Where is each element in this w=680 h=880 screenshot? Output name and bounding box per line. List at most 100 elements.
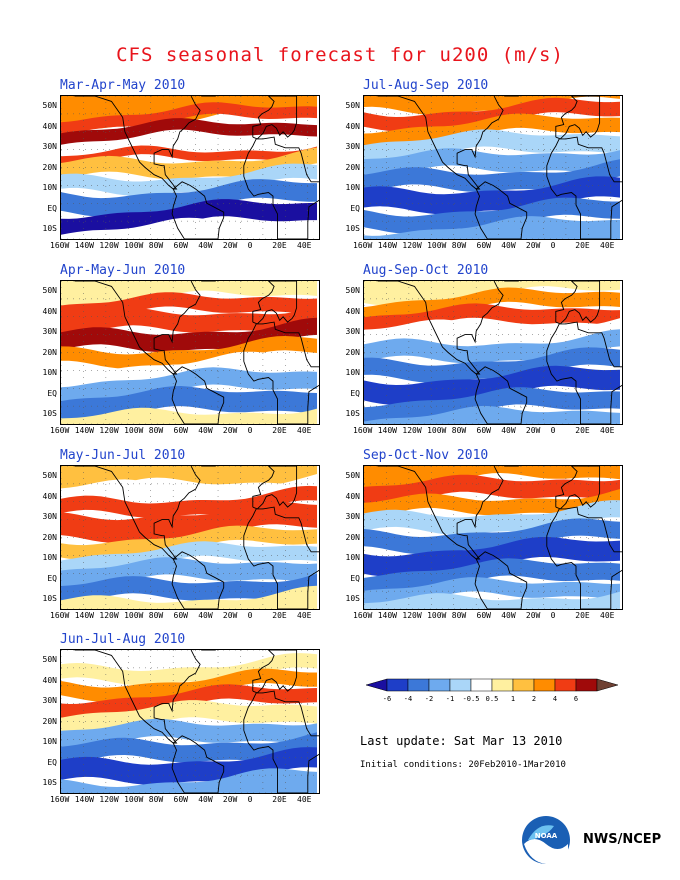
colorbar-label: 4 [553,695,557,703]
wind-band [364,148,620,177]
colorbar-swatch [533,678,556,692]
lon-label: 0 [247,611,253,620]
lat-label: 20N [42,347,57,357]
lon-label: 0 [247,241,253,250]
lon-label: 140W [377,611,397,620]
lon-label: 40W [198,241,213,250]
lon-label: 100W [427,611,447,620]
shaded-field [364,96,622,239]
lon-label: 40W [501,611,516,620]
lon-label: 120W [402,426,422,435]
lat-label: 50N [42,101,57,110]
lon-label: 80W [148,241,164,250]
lon-label: 60W [476,426,491,435]
lat-label: 30N [345,327,360,336]
wind-band [364,318,620,347]
lon-label: 140W [74,795,94,804]
lon-label: 40E [600,241,615,250]
lon-label: 80W [451,611,467,620]
lon-label: 20W [222,795,238,804]
lon-label: 40W [198,426,213,435]
lat-label: 50N [42,471,57,480]
lat-label: EQ [47,203,57,213]
lat-label: 20N [345,162,360,172]
lon-label: 140W [74,426,94,435]
wind-band [61,305,317,336]
lon-label: 20E [575,611,590,620]
colorbar-swatch [512,678,535,692]
colorbar-label: -1 [446,695,454,703]
panel-title: May-Jun-Jul 2010 [60,448,186,463]
shaded-field [61,281,319,424]
lat-label: EQ [350,573,360,583]
lon-label: 120W [99,795,119,804]
lon-label: 160W [50,241,70,250]
lat-label: 30N [42,327,57,336]
lat-label: 10N [42,553,57,562]
coastline [74,650,319,793]
wind-band [61,179,317,217]
lon-label: 60W [173,795,188,804]
coastline [377,281,622,424]
wind-band [61,501,317,543]
lon-label: 40E [600,426,615,435]
colorbar-label: 0.5 [486,695,499,703]
coastline [74,96,319,239]
lat-label: EQ [47,573,57,583]
wind-band [61,351,317,386]
colorbar-label: 2 [532,695,536,703]
lon-label: 100W [124,611,144,620]
lat-label: 10N [345,368,360,377]
lon-label: 40E [600,611,615,620]
lon-label: 100W [124,426,144,435]
lat-label: 10S [42,409,57,418]
lon-label: 100W [427,241,447,250]
agency-label: NWS/NCEP [583,832,662,847]
lon-label: 80W [148,426,164,435]
lat-label: 10S [42,224,57,233]
colorbar-swatch [596,678,619,692]
colorbar-swatch [386,678,409,692]
lon-label: 60W [173,611,188,620]
wind-band [364,489,620,518]
lat-label: 10S [345,224,360,233]
colorbar-label: -2 [425,695,433,703]
wind-band [61,474,317,503]
lat-label: 20N [42,162,57,172]
lon-label: 20E [272,241,287,250]
colorbar-label: -6 [383,695,391,703]
wind-band [61,367,317,405]
shaded-field [61,466,319,609]
lat-label: 40N [42,675,57,685]
wind-band [364,518,620,555]
lon-label: 40E [297,611,312,620]
lon-label: 0 [247,426,253,435]
lon-label: 80W [451,426,467,435]
lat-label: 10N [345,553,360,562]
lat-label: 10N [42,737,57,746]
panel-title: Aug-Sep-Oct 2010 [363,263,489,278]
colorbar-swatch [365,678,388,692]
colorbar-swatch [575,678,598,692]
panel-title: Jun-Jul-Aug 2010 [60,632,186,647]
colorbar-swatch [449,678,472,692]
shaded-field [364,281,622,424]
wind-band [61,199,317,236]
lat-label: 20N [42,716,57,726]
lon-label: 20W [222,241,238,250]
wind-band [364,387,620,424]
lat-label: 50N [345,101,360,110]
lat-label: 10N [345,183,360,192]
wind-band [364,466,620,492]
lat-label: 40N [345,121,360,131]
panel-title: Jul-Aug-Sep 2010 [363,78,489,93]
lon-label: 140W [377,241,397,250]
lat-label: EQ [350,203,360,213]
lat-label: 20N [345,347,360,357]
wind-band [61,653,317,686]
lon-label: 120W [402,611,422,620]
lon-label: 40W [198,795,213,804]
lon-label: 140W [74,611,94,620]
lon-label: 60W [173,241,188,250]
shaded-field [61,650,319,793]
